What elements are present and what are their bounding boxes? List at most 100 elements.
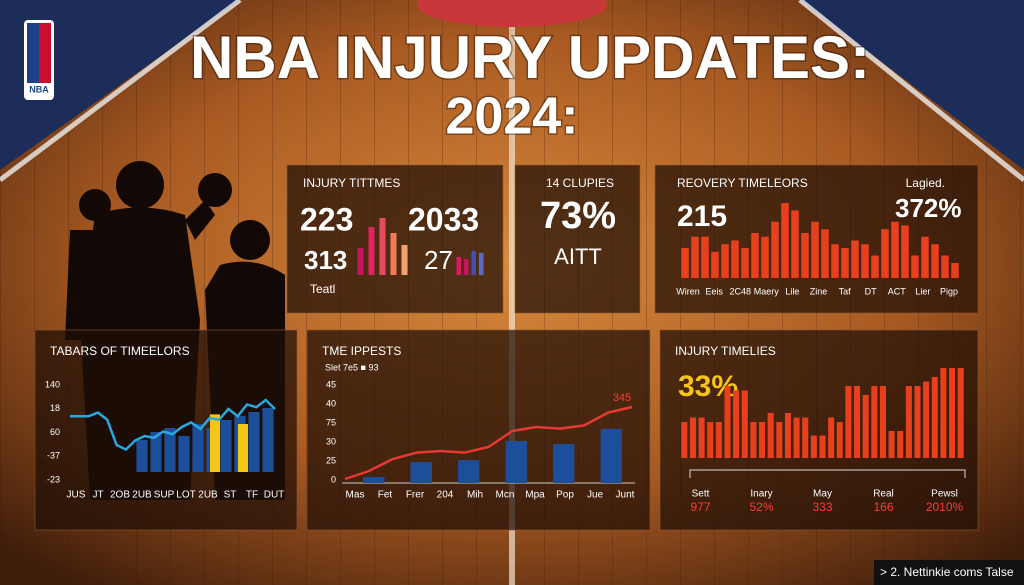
center-circle bbox=[417, 0, 607, 27]
y-tick-label: 25 bbox=[326, 455, 336, 465]
bar bbox=[801, 233, 809, 278]
bar bbox=[828, 417, 835, 458]
x-tick-label: Jue bbox=[587, 490, 604, 501]
x-tick-label: ACT bbox=[888, 286, 907, 296]
bar bbox=[164, 428, 176, 472]
x-tick-label: TF bbox=[246, 490, 258, 501]
bar bbox=[238, 424, 248, 472]
bar bbox=[701, 236, 709, 278]
x-tick-label: Taf bbox=[839, 286, 852, 296]
court-line bbox=[0, 0, 242, 182]
bar bbox=[751, 233, 759, 278]
bar bbox=[819, 435, 826, 458]
line bbox=[70, 398, 276, 452]
legend: Slet 7e5 ■ 93 bbox=[325, 362, 378, 372]
bar bbox=[891, 221, 899, 278]
bar bbox=[767, 413, 774, 458]
bar bbox=[861, 244, 869, 278]
x-tick-label: DUT bbox=[264, 490, 285, 501]
bar bbox=[505, 441, 527, 483]
bar bbox=[759, 422, 766, 458]
x-tick-label: 204 bbox=[437, 490, 454, 501]
bar bbox=[741, 248, 749, 278]
bar bbox=[698, 417, 705, 458]
bar bbox=[854, 386, 861, 458]
bar bbox=[248, 412, 260, 472]
bar bbox=[689, 417, 696, 458]
x-tick-label: Lier bbox=[915, 286, 930, 296]
bar bbox=[905, 386, 912, 458]
data-label: 345 bbox=[613, 392, 631, 404]
bar bbox=[150, 432, 162, 472]
bar bbox=[691, 236, 699, 278]
bar bbox=[479, 253, 484, 275]
x-tick-label: 2UB bbox=[198, 490, 218, 501]
bar bbox=[957, 368, 964, 458]
bar bbox=[750, 422, 757, 458]
panel-heading: INJURY TIMELIES bbox=[675, 344, 776, 358]
y-tick-label: 75 bbox=[326, 417, 336, 427]
panel-footer: Teatl bbox=[310, 282, 335, 296]
bar bbox=[821, 229, 829, 278]
bar bbox=[456, 257, 461, 275]
x-tick-label: Frer bbox=[406, 490, 425, 501]
x-tick-label: JUS bbox=[67, 490, 86, 501]
x-tick-label: Pewsl bbox=[931, 489, 958, 500]
bar bbox=[471, 251, 476, 275]
x-tick-label: Eeis bbox=[705, 286, 723, 296]
x-tick-label: SUP bbox=[154, 490, 175, 501]
x-tick-label: Maery bbox=[754, 286, 780, 296]
x-tick-label: Lile bbox=[785, 286, 799, 296]
stat: 215 bbox=[677, 200, 727, 233]
bar bbox=[845, 386, 852, 458]
y-tick-label: 140 bbox=[45, 379, 60, 389]
bar bbox=[262, 408, 274, 472]
bar bbox=[776, 422, 783, 458]
bar bbox=[951, 263, 959, 278]
y-tick-label: 30 bbox=[326, 436, 336, 446]
bar bbox=[707, 422, 714, 458]
x-tick-label: ST bbox=[224, 490, 237, 501]
y-tick-label: -37 bbox=[47, 451, 60, 461]
bar bbox=[363, 477, 385, 483]
stat: 2033 bbox=[408, 201, 479, 237]
stat-label: 333 bbox=[812, 500, 832, 514]
bar bbox=[901, 225, 909, 278]
bar bbox=[390, 233, 397, 275]
x-tick-label: Mpa bbox=[525, 490, 545, 501]
bar bbox=[791, 210, 799, 278]
stat: 313 bbox=[304, 245, 347, 275]
bar bbox=[851, 240, 859, 278]
x-tick-label: Mcn bbox=[496, 490, 515, 501]
big-stat: 73% bbox=[540, 195, 616, 237]
y-tick-label: 0 bbox=[331, 474, 336, 484]
bar bbox=[379, 218, 386, 275]
bar bbox=[810, 435, 817, 458]
y-tick-label: 40 bbox=[326, 398, 336, 408]
bar bbox=[681, 422, 688, 458]
bar bbox=[553, 444, 575, 483]
bar bbox=[836, 422, 843, 458]
panel-heading: REOVERY TIMELEORS bbox=[677, 176, 808, 190]
bar bbox=[923, 381, 930, 458]
x-tick-label: Junt bbox=[616, 490, 635, 501]
bar bbox=[600, 429, 622, 483]
bar bbox=[921, 236, 929, 278]
bar bbox=[931, 377, 938, 458]
bar bbox=[940, 368, 947, 458]
bar bbox=[731, 240, 739, 278]
bar bbox=[192, 424, 204, 472]
bar bbox=[715, 422, 722, 458]
x-tick-label: LOT bbox=[176, 490, 195, 501]
bar bbox=[897, 431, 904, 458]
panel-heading: TME IPPESTS bbox=[322, 344, 401, 358]
logo-text: NBA bbox=[29, 84, 49, 94]
x-tick-label: 2OB bbox=[110, 490, 130, 501]
stat-label: 52% bbox=[749, 500, 773, 514]
line bbox=[344, 405, 633, 481]
bar bbox=[178, 436, 190, 472]
logo-blue bbox=[27, 23, 39, 83]
bar bbox=[949, 368, 956, 458]
title: 2024: bbox=[446, 88, 579, 146]
bar bbox=[410, 462, 432, 483]
